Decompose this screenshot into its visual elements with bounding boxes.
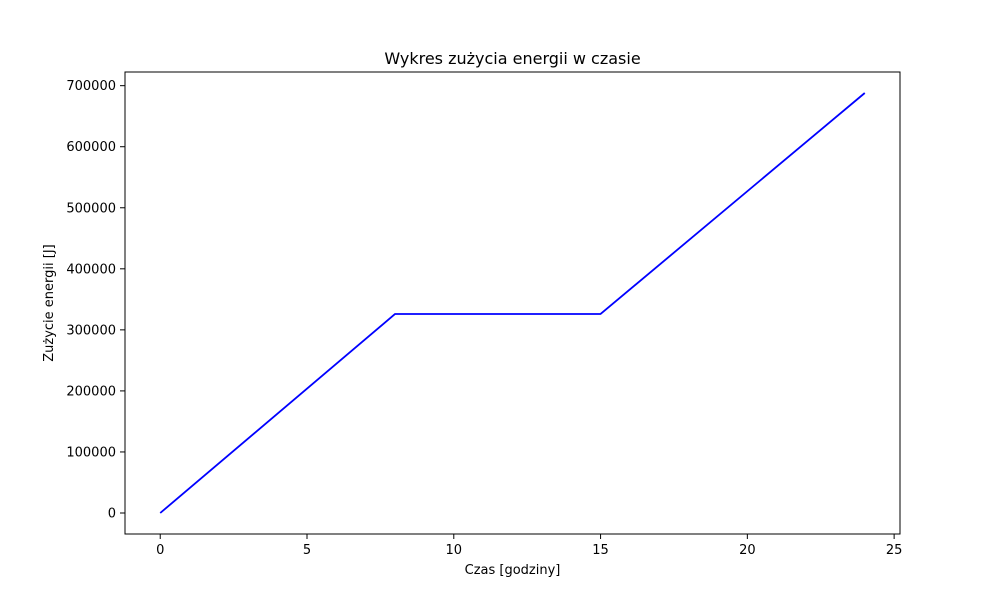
chart-title: Wykres zużycia energii w czasie [384,49,640,68]
y-tick-label: 500000 [66,201,116,216]
x-tick-label: 10 [446,543,463,558]
y-axis-ticks: 0 100000 200000 300000 400000 500000 600000 700… [66,79,125,522]
y-tick-label: 200000 [66,384,116,399]
y-tick-label: 0 [108,507,116,522]
y-tick-label: 700000 [66,79,116,94]
series-line [159,92,866,514]
series-group [159,92,866,514]
x-tick-label: 0 [156,543,164,558]
y-axis-label: Zużycie energii [J] [42,244,57,362]
x-tick-label: 25 [886,543,903,558]
x-tick-label: 5 [303,543,311,558]
y-tick-label: 600000 [66,140,116,155]
plot-area [124,71,901,535]
y-tick-label: 300000 [66,323,116,338]
y-tick-label: 100000 [66,445,116,460]
x-axis-label: Czas [godziny] [465,563,561,578]
x-axis-ticks: 0 5 10 15 20 25 [156,534,902,558]
y-tick-label: 400000 [66,262,116,277]
plot-frame [124,71,901,535]
x-tick-label: 15 [592,543,609,558]
x-tick-label: 20 [739,543,756,558]
